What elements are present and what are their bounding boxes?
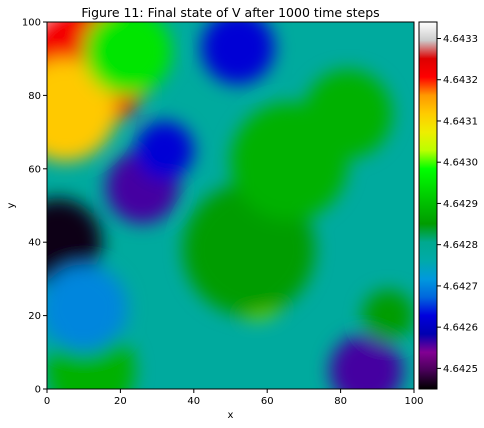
x-tick-label: 60 [261,396,274,407]
colorbar-tick-label: 4.6432 [443,75,478,86]
y-tick-label: 80 [28,91,41,102]
heatmap-area [47,22,414,389]
colorbar-tick-label: 4.6430 [443,158,478,169]
colorbar-tick-label: 4.6428 [443,240,478,251]
heatmap-region [135,121,194,180]
x-tick-label: 100 [404,396,423,407]
y-tick-label: 60 [28,164,41,175]
heatmap-region [83,22,172,96]
colorbar-ticks: 4.6425 4.6426 4.6427 4.6428 4.6429 4.6430 4.64… [437,34,478,375]
heatmap-region [47,264,128,353]
colorbar-tick-label: 4.6427 [443,281,478,292]
colorbar-tick-label: 4.6426 [443,323,478,334]
x-tick-label: 0 [44,396,50,407]
colorbar [418,21,438,390]
y-tick-label: 40 [28,238,41,249]
y-tick-label: 0 [35,385,41,396]
chart-title: Figure 11: Final state of V after 1000 t… [81,5,379,20]
y-tick-label: 100 [22,18,41,29]
colorbar-tick-label: 4.6431 [443,116,478,127]
heatmap-region [201,22,275,85]
x-tick-label: 80 [334,396,347,407]
heatmap-region [329,333,403,389]
y-tick-label: 20 [28,311,41,322]
heatmap-region [47,198,103,287]
y-axis-label: y [6,202,17,208]
x-tick-label: 40 [187,396,200,407]
plot-frame [46,21,415,390]
heatmap-region [362,289,414,342]
x-tick-label: 20 [114,396,127,407]
colorbar-tick-label: 4.6433 [443,34,478,45]
colorbar-tick-label: 4.6425 [443,364,478,375]
x-axis-ticks: 0 20 40 60 80 100 [44,389,424,407]
heatmap-cells [47,22,414,389]
heatmap-region [303,69,392,158]
y-axis-ticks: 0 20 40 60 80 100 [22,18,47,396]
x-axis-label: x [228,410,234,421]
colorbar-tick-label: 4.6429 [443,199,478,210]
